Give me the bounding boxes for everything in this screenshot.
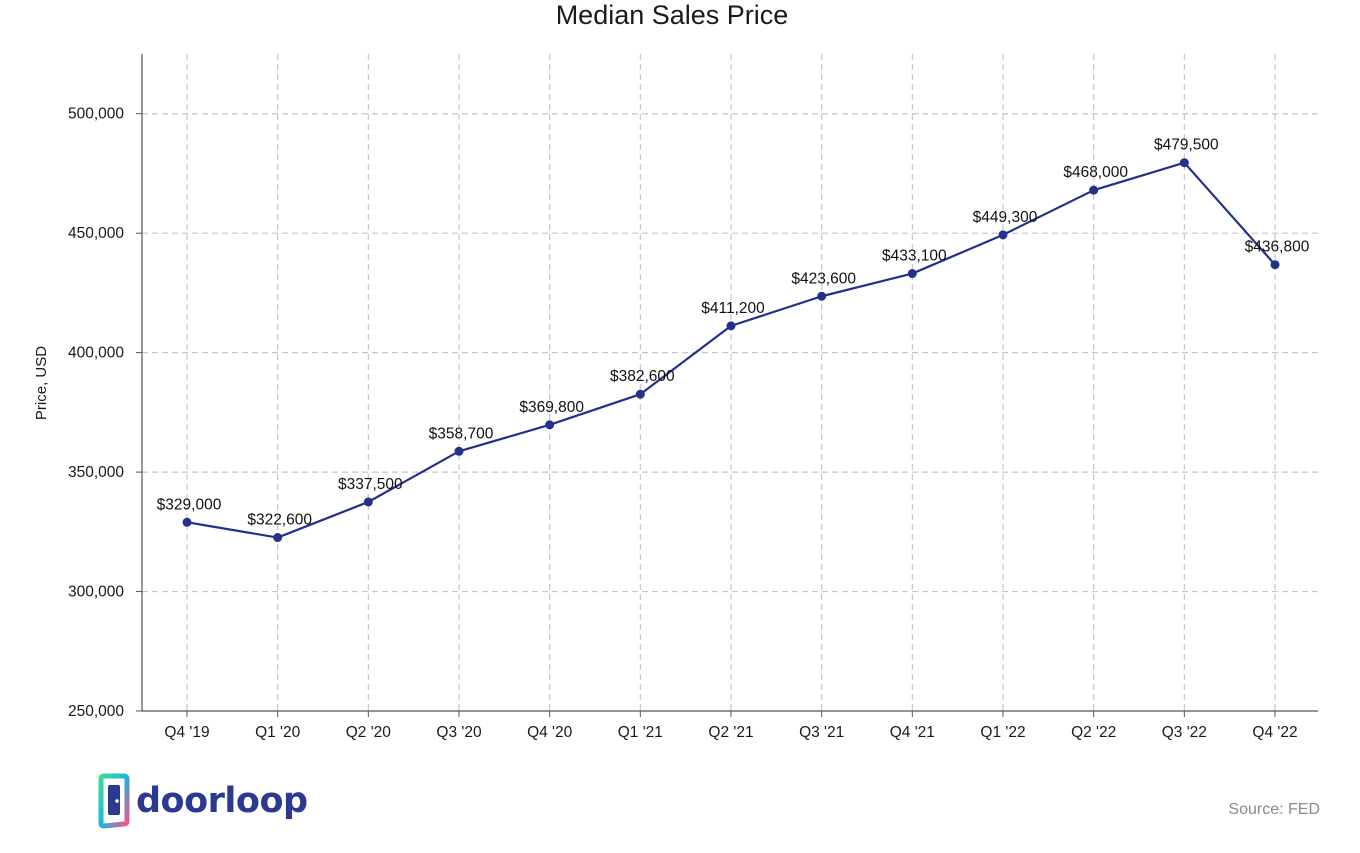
y-tick-label: 500,000 <box>68 106 124 123</box>
data-label: $382,600 <box>610 368 675 385</box>
grid-lines <box>142 54 1318 711</box>
data-label: $449,300 <box>973 209 1038 226</box>
y-tick-label: 350,000 <box>68 464 124 481</box>
door-icon <box>98 773 130 829</box>
data-point <box>998 230 1008 240</box>
doorloop-logo: doorloop <box>98 771 308 831</box>
data-point <box>454 446 464 456</box>
data-label: $369,800 <box>519 399 584 416</box>
data-label: $358,700 <box>429 425 494 442</box>
x-tick-label: Q4 '21 <box>890 724 935 741</box>
data-point <box>1270 260 1280 270</box>
data-point <box>1089 185 1099 195</box>
data-label: $322,600 <box>247 512 312 529</box>
x-tick-label: Q1 '20 <box>255 724 301 741</box>
data-point <box>907 269 917 279</box>
data-point <box>1179 158 1189 168</box>
x-tick-label: Q2 '20 <box>346 724 392 741</box>
data-point <box>726 321 736 331</box>
y-tick-labels: 250,000 300,000 350,000 400,000 450,000 500,0… <box>68 106 124 720</box>
x-tick-label: Q4 '20 <box>527 724 573 741</box>
axes <box>136 54 1318 717</box>
x-tick-label: Q4 '19 <box>164 724 209 741</box>
data-label: $329,000 <box>157 496 222 513</box>
data-label: $468,000 <box>1063 164 1128 181</box>
y-tick-label: 450,000 <box>68 225 124 242</box>
data-label: $436,800 <box>1245 239 1310 256</box>
data-label: $337,500 <box>338 476 403 493</box>
x-tick-label: Q3 '22 <box>1162 724 1207 741</box>
x-tick-label: Q3 '20 <box>436 724 482 741</box>
x-tick-label: Q1 '21 <box>618 724 663 741</box>
data-label: $423,600 <box>791 270 856 287</box>
chart-title: Median Sales Price <box>556 0 789 30</box>
data-label: $479,500 <box>1154 137 1219 154</box>
x-tick-label: Q4 '22 <box>1252 724 1297 741</box>
x-tick-label: Q2 '21 <box>708 724 753 741</box>
logo-wordmark: doorloop <box>136 781 308 821</box>
data-label: $433,100 <box>882 248 947 265</box>
data-point <box>273 533 283 543</box>
data-labels: $329,000 $322,600 $337,500 $358,700 $369,800… <box>157 137 1310 529</box>
series-median-price <box>182 158 1280 543</box>
y-axis-label: Price, USD <box>33 346 50 420</box>
x-tick-label: Q3 '21 <box>799 724 844 741</box>
data-point <box>545 420 555 430</box>
y-tick-label: 400,000 <box>68 345 124 362</box>
data-label: $411,200 <box>701 300 765 317</box>
source-note: Source: FED <box>1228 801 1320 818</box>
x-tick-label: Q1 '22 <box>980 724 1025 741</box>
y-tick-label: 250,000 <box>68 703 124 720</box>
x-tick-label: Q2 '22 <box>1071 724 1116 741</box>
y-tick-label: 300,000 <box>68 584 124 601</box>
data-point <box>635 389 645 399</box>
data-point <box>182 517 192 527</box>
data-point <box>817 291 827 301</box>
x-tick-labels: Q4 '19 Q1 '20 Q2 '20 Q3 '20 Q4 '20 Q1 '21 Q2 '… <box>164 724 1297 741</box>
data-point <box>363 497 373 507</box>
